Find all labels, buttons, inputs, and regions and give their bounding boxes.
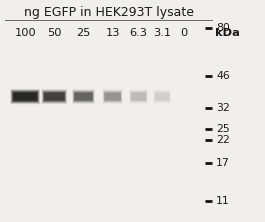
Text: 46: 46 bbox=[216, 71, 230, 81]
Text: 80: 80 bbox=[216, 23, 230, 33]
Text: 0: 0 bbox=[180, 28, 188, 38]
FancyBboxPatch shape bbox=[44, 92, 65, 101]
Text: 17: 17 bbox=[216, 158, 230, 168]
Text: 25: 25 bbox=[76, 28, 91, 38]
FancyBboxPatch shape bbox=[13, 92, 37, 101]
Text: ng EGFP in HEK293T lysate: ng EGFP in HEK293T lysate bbox=[24, 6, 194, 19]
Text: 32: 32 bbox=[216, 103, 230, 113]
Text: 11: 11 bbox=[216, 196, 230, 206]
FancyBboxPatch shape bbox=[131, 92, 146, 101]
Text: kDa: kDa bbox=[215, 28, 240, 38]
FancyBboxPatch shape bbox=[73, 91, 94, 102]
FancyBboxPatch shape bbox=[11, 90, 39, 103]
FancyBboxPatch shape bbox=[44, 93, 64, 100]
FancyBboxPatch shape bbox=[12, 91, 38, 102]
FancyBboxPatch shape bbox=[43, 91, 66, 103]
FancyBboxPatch shape bbox=[73, 90, 94, 103]
Text: 3.1: 3.1 bbox=[153, 28, 171, 38]
FancyBboxPatch shape bbox=[130, 91, 147, 102]
FancyBboxPatch shape bbox=[104, 91, 121, 102]
FancyBboxPatch shape bbox=[74, 92, 93, 101]
Text: 6.3: 6.3 bbox=[130, 28, 148, 38]
FancyBboxPatch shape bbox=[41, 89, 67, 104]
FancyBboxPatch shape bbox=[43, 91, 65, 102]
FancyBboxPatch shape bbox=[74, 93, 92, 100]
Text: 100: 100 bbox=[14, 28, 36, 38]
FancyBboxPatch shape bbox=[73, 91, 94, 103]
FancyBboxPatch shape bbox=[131, 93, 146, 100]
FancyBboxPatch shape bbox=[42, 90, 67, 103]
Text: 50: 50 bbox=[47, 28, 61, 38]
Text: 22: 22 bbox=[216, 135, 230, 145]
FancyBboxPatch shape bbox=[10, 89, 40, 104]
FancyBboxPatch shape bbox=[12, 91, 39, 103]
FancyBboxPatch shape bbox=[105, 93, 121, 100]
FancyBboxPatch shape bbox=[14, 93, 37, 100]
FancyBboxPatch shape bbox=[103, 91, 122, 103]
Text: 13: 13 bbox=[105, 28, 120, 38]
Text: 25: 25 bbox=[216, 124, 230, 134]
FancyBboxPatch shape bbox=[104, 92, 121, 101]
